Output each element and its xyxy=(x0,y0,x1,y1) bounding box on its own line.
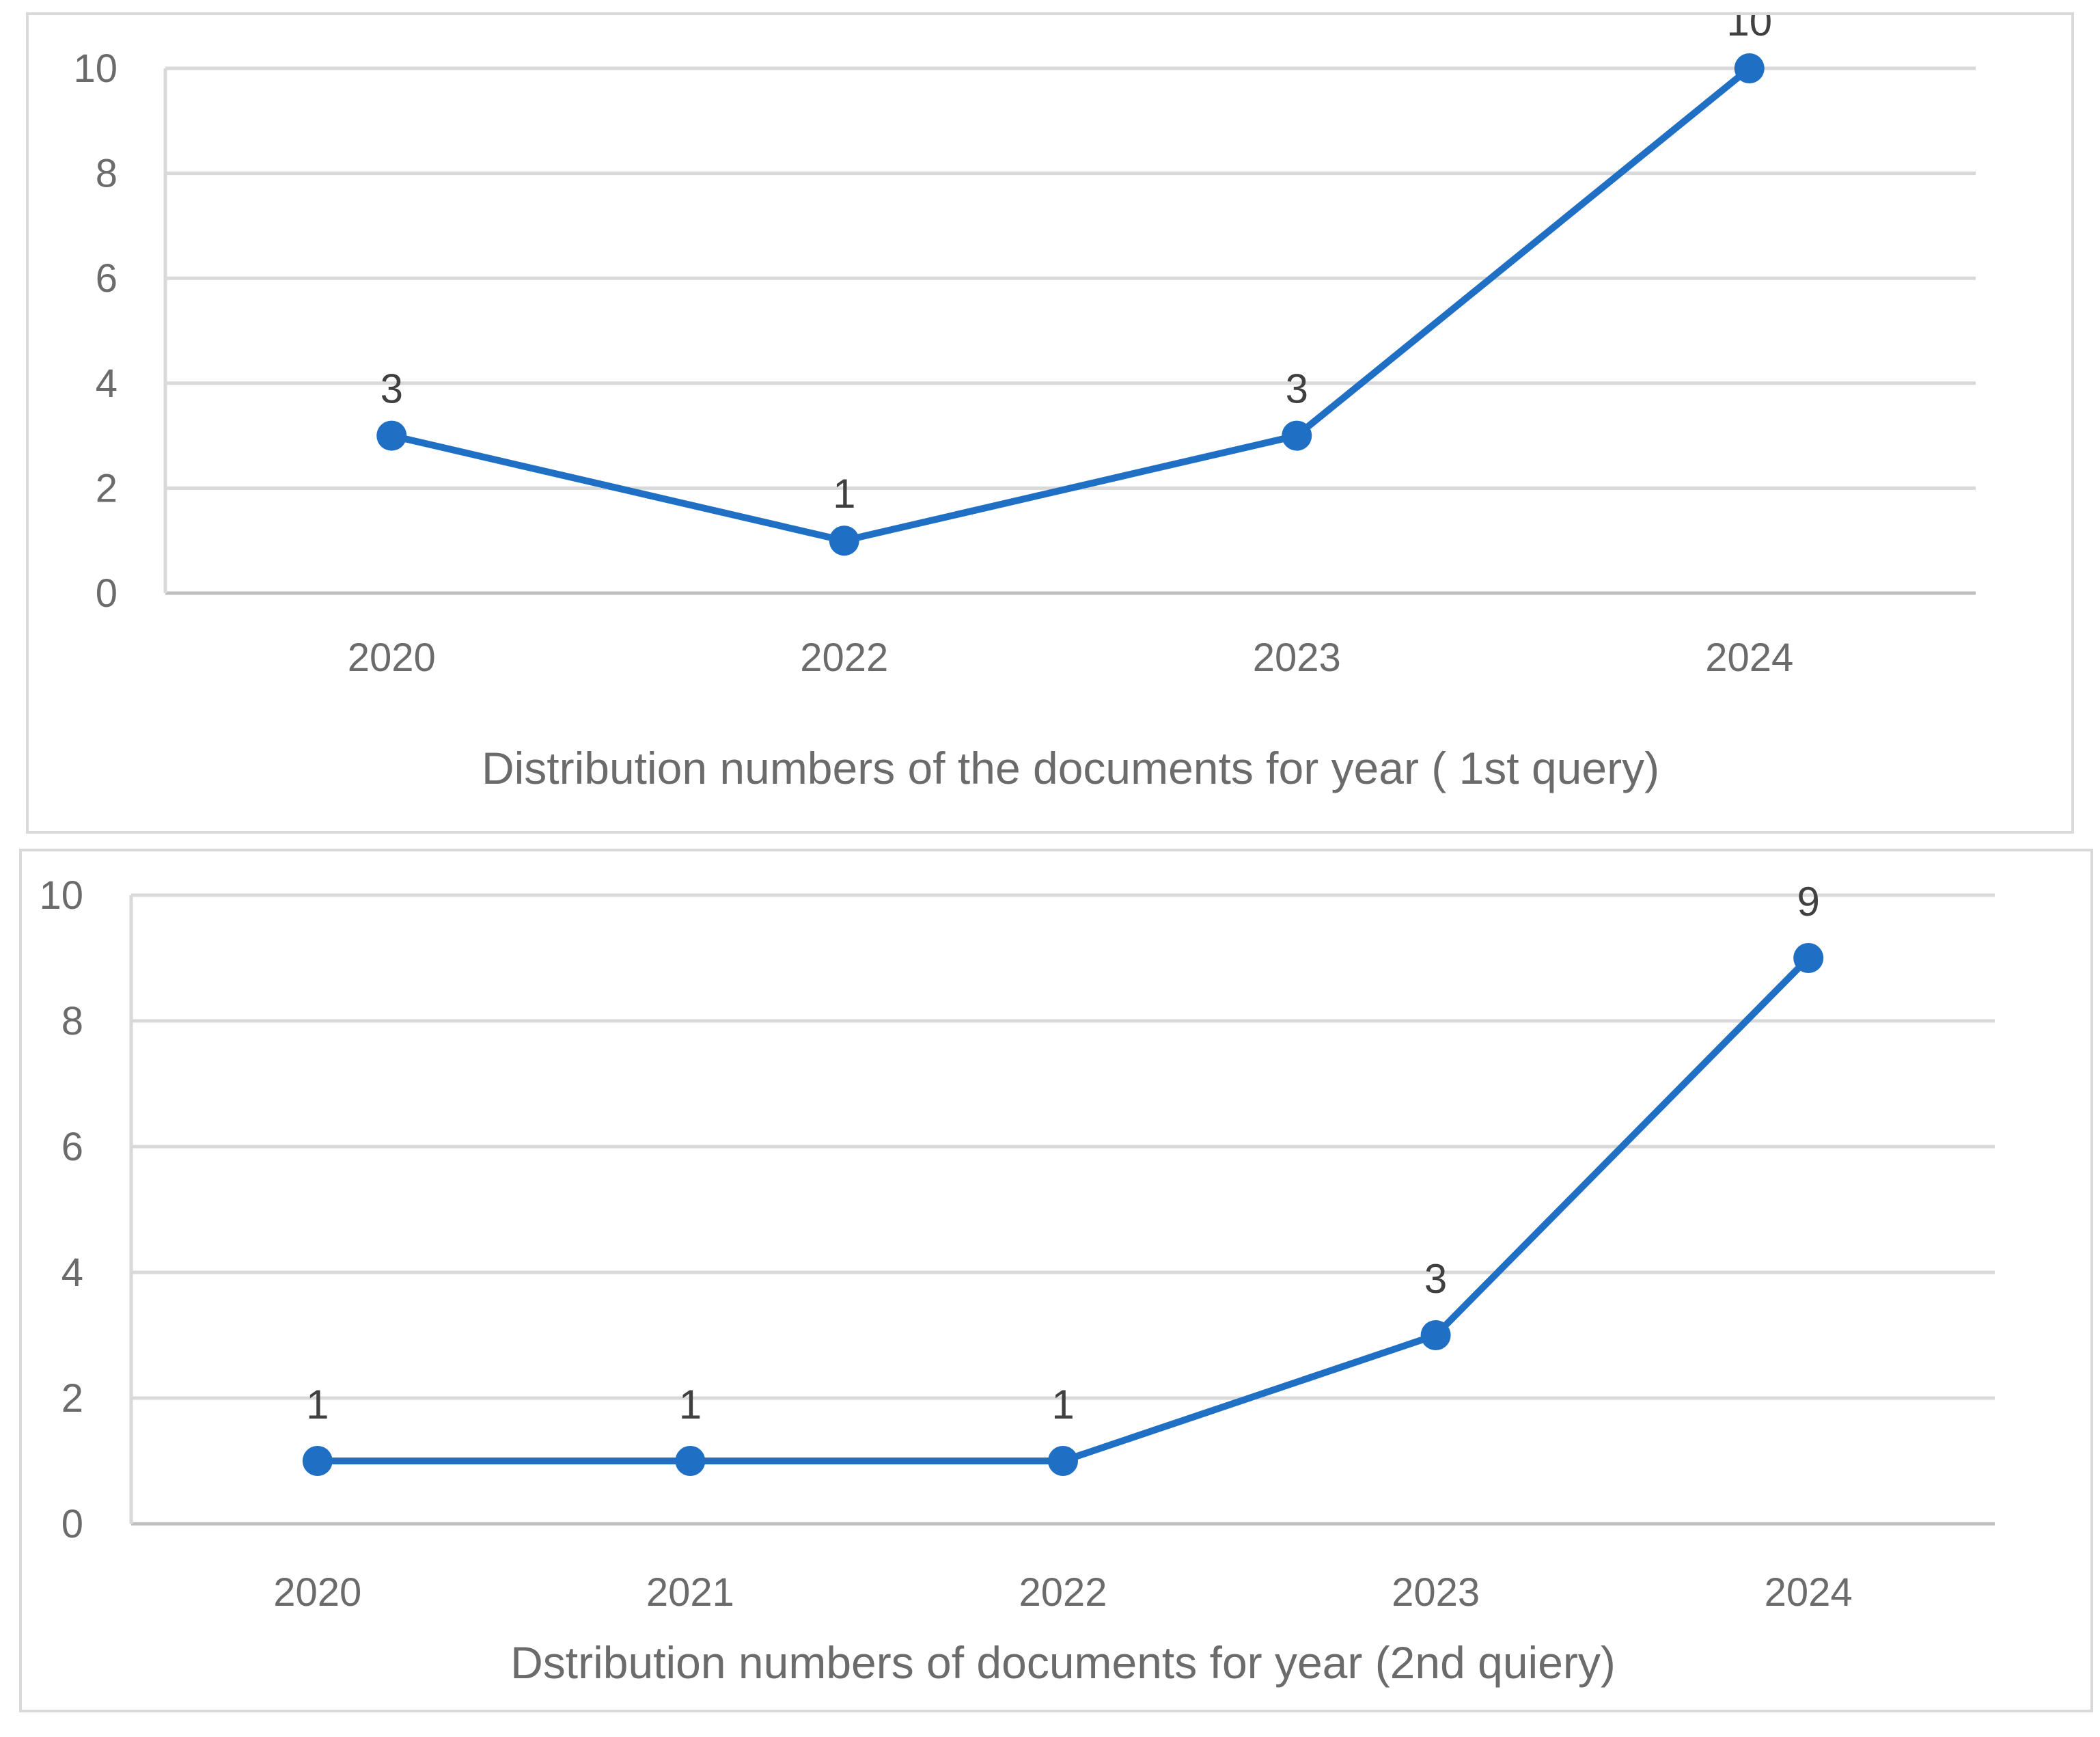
y-tick-label: 0 xyxy=(96,571,118,616)
y-tick-label: 4 xyxy=(61,1250,83,1295)
data-point xyxy=(1048,1446,1078,1476)
data-label: 3 xyxy=(1424,1256,1447,1302)
data-label: 3 xyxy=(381,366,403,412)
x-tick-label: 2022 xyxy=(800,635,888,680)
y-tick-label: 8 xyxy=(96,152,118,196)
y-tick-label: 2 xyxy=(61,1376,83,1421)
data-point xyxy=(1793,943,1824,973)
chart-title: Distribution numbers of the documents fo… xyxy=(482,743,1659,793)
data-point xyxy=(675,1446,706,1476)
data-point xyxy=(302,1446,333,1476)
data-point xyxy=(1734,53,1765,83)
x-tick-label: 2021 xyxy=(646,1570,734,1615)
y-tick-label: 6 xyxy=(61,1125,83,1169)
data-label: 1 xyxy=(833,471,855,517)
chart-panel-2nd-query: 0 2 4 6 8 10 2020 2021 2022 2023 2024 1 1 1 3 9 Dstribut… xyxy=(19,849,2093,1712)
y-tick-label: 10 xyxy=(73,46,118,91)
y-tick-label: 2 xyxy=(96,466,118,510)
y-tick-label: 4 xyxy=(96,361,118,406)
x-tick-label: 2024 xyxy=(1765,1570,1853,1615)
data-label: 1 xyxy=(679,1382,702,1427)
chart-svg-2nd-query: 0 2 4 6 8 10 2020 2021 2022 2023 2024 1 1 1 3 9 Dstribut… xyxy=(39,873,1995,1688)
series-line xyxy=(388,65,1753,545)
x-tick-label: 2020 xyxy=(348,635,436,680)
data-point xyxy=(1282,420,1312,451)
data-label: 1 xyxy=(306,1382,329,1427)
x-tick-label: 2023 xyxy=(1253,635,1341,680)
x-tick-label: 2023 xyxy=(1392,1570,1480,1615)
chart-panel-1st-query: 0 2 4 6 8 10 2020 2022 2023 2024 3 1 3 10 Distribution… xyxy=(26,12,2074,834)
chart-svg-1st-query: 0 2 4 6 8 10 2020 2022 2023 2024 3 1 3 10 Distribution… xyxy=(73,15,1976,793)
data-label: 10 xyxy=(1726,15,1772,44)
data-label: 9 xyxy=(1797,879,1820,925)
data-point xyxy=(829,525,859,556)
x-tick-label: 2022 xyxy=(1019,1570,1107,1615)
data-point xyxy=(1420,1320,1451,1350)
x-tick-label: 2024 xyxy=(1705,635,1793,680)
data-point xyxy=(376,420,407,451)
y-tick-label: 8 xyxy=(61,999,83,1043)
y-tick-label: 0 xyxy=(61,1502,83,1546)
data-label: 3 xyxy=(1286,366,1308,412)
data-label: 1 xyxy=(1051,1382,1074,1427)
x-tick-label: 2020 xyxy=(273,1570,361,1615)
y-tick-label: 6 xyxy=(96,256,118,301)
chart-title: Dstribution numbers of documents for yea… xyxy=(510,1637,1616,1688)
y-tick-label: 10 xyxy=(39,873,83,918)
